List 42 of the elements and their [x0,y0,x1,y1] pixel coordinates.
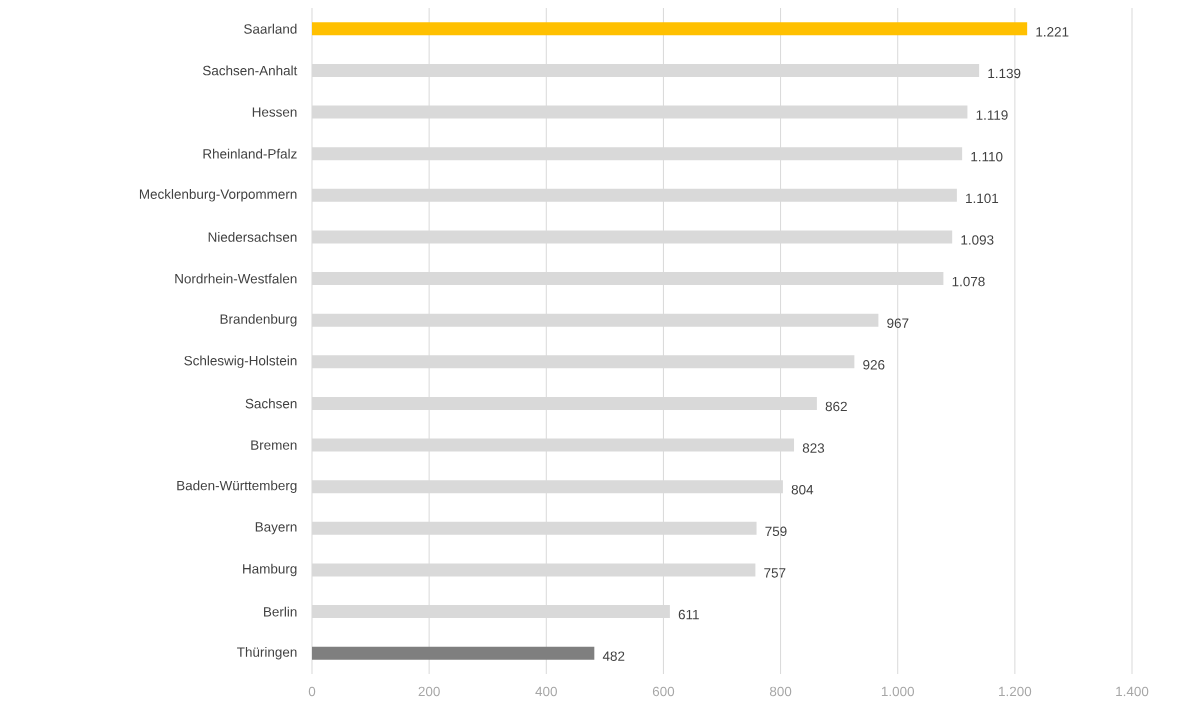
data-label: 759 [765,526,787,537]
data-label: 1.078 [952,276,985,287]
data-label: 804 [791,484,814,495]
data-label: 757 [764,568,786,578]
data-label: 1.221 [1036,27,1069,37]
data-label: 482 [602,651,625,661]
data-label: 862 [825,401,847,412]
y-tick-label: Baden-Württemberg [177,480,297,493]
data-label: 611 [678,609,699,620]
y-tick-label: Rheinland-Pfalz [203,148,297,159]
y-tick-label: Mecklenburg-Vorpommern [139,189,297,202]
x-tick-label: 0 [308,686,316,697]
x-tick-label: 600 [652,686,675,697]
bar [312,22,1028,36]
y-tick-label: Saarland [244,23,297,34]
data-label: 1.110 [971,151,1003,162]
x-tick-label: 400 [535,686,557,697]
y-tick-label: Sachsen [245,398,297,409]
y-tick-label: Bremen [251,440,297,450]
y-tick-label: Brandenburg [220,313,297,327]
data-label: 1.093 [961,235,994,245]
data-label: 823 [802,443,825,453]
y-tick-label: Nordrhein-Westfalen [175,273,297,284]
data-label: 967 [887,318,909,328]
y-tick-label: Hamburg [243,563,297,577]
data-label: 926 [863,360,885,370]
bar [312,646,595,660]
data-label: 1.101 [966,193,999,204]
x-tick-label: 1.400 [1116,686,1149,697]
x-tick-label: 800 [769,686,792,697]
y-tick-label: Niedersachsen [208,232,297,242]
data-label: 1.119 [976,110,1008,120]
x-tick-label: 200 [418,686,440,697]
data-label: 1.139 [988,68,1021,79]
y-tick-label: Thüringen [237,646,297,660]
y-tick-label: Sachsen-Anhalt [202,65,298,76]
x-tick-label: 1.200 [999,686,1032,697]
x-tick-label: 1.000 [881,686,915,697]
y-tick-label: Bayern [255,522,297,535]
y-tick-label: Berlin [264,606,297,617]
y-tick-label: Schleswig-Holstein [184,355,297,369]
y-tick-label: Hessen [252,107,297,117]
